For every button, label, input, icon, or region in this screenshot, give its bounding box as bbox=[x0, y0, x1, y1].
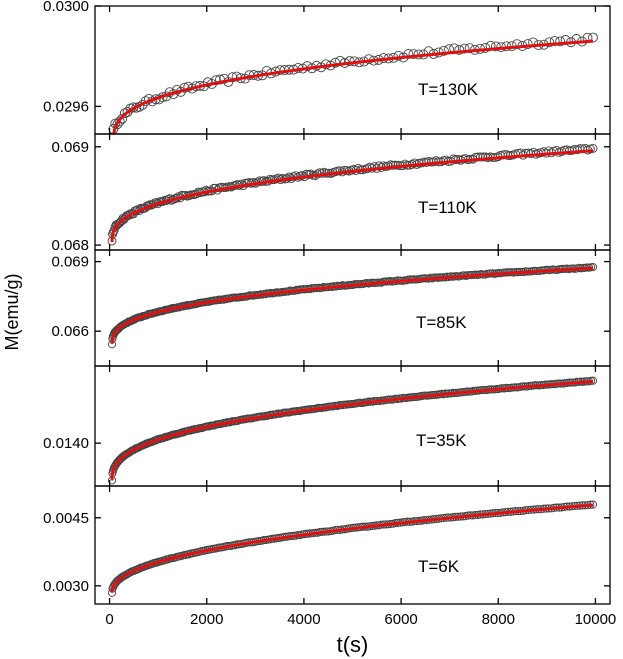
x-tick-label: 6000 bbox=[384, 611, 417, 628]
data-point bbox=[393, 50, 404, 61]
y-tick-label: 0.0030 bbox=[43, 578, 89, 595]
data-point bbox=[490, 41, 501, 52]
x-tick-label: 0 bbox=[105, 611, 113, 628]
y-tick-label: 0.0045 bbox=[43, 510, 89, 527]
fit-line bbox=[110, 266, 594, 345]
y-tick-label: 0.0300 bbox=[43, 0, 89, 15]
data-point bbox=[470, 152, 480, 162]
data-point bbox=[349, 164, 359, 174]
data-point bbox=[544, 37, 555, 48]
x-tick-label: 10000 bbox=[575, 611, 617, 628]
fit-line bbox=[110, 379, 594, 481]
data-point bbox=[330, 57, 341, 68]
y-axis-title: M(emu/g) bbox=[2, 273, 22, 350]
data-point bbox=[454, 44, 465, 55]
data-point bbox=[335, 166, 345, 176]
y-tick-label: 0.068 bbox=[51, 237, 89, 254]
data-markers bbox=[107, 376, 598, 485]
panel-t-130k: 0.0296 0.0300 T=130K bbox=[43, 0, 611, 150]
fit-line bbox=[110, 503, 594, 593]
data-point bbox=[108, 141, 117, 150]
panel-t-35k: 0.0140 T=35K bbox=[43, 365, 611, 487]
data-point bbox=[123, 569, 132, 578]
data-point bbox=[344, 56, 355, 67]
temperature-label: T=85K bbox=[416, 313, 467, 332]
data-point bbox=[588, 143, 598, 153]
data-point bbox=[210, 75, 221, 86]
data-point bbox=[400, 159, 410, 169]
data-markers bbox=[107, 500, 598, 597]
data-point bbox=[438, 45, 449, 56]
temperature-label: T=35K bbox=[416, 431, 467, 450]
y-tick-label: 0.0296 bbox=[43, 98, 89, 115]
data-point bbox=[134, 206, 144, 216]
x-tick-label: 2000 bbox=[190, 611, 223, 628]
data-point bbox=[403, 49, 414, 59]
data-point bbox=[464, 43, 475, 54]
y-tick-label: 0.0140 bbox=[43, 435, 89, 452]
temperature-label: T=130K bbox=[418, 80, 479, 99]
panel-frame bbox=[94, 485, 611, 605]
fit-line bbox=[110, 149, 594, 243]
data-point bbox=[369, 162, 379, 172]
temperature-label: T=6K bbox=[418, 557, 460, 576]
data-point bbox=[478, 152, 488, 162]
data-point bbox=[459, 43, 470, 54]
panel-t-6k: 0.0030 0.0045 T=6K bbox=[43, 485, 611, 605]
data-point bbox=[461, 154, 470, 164]
x-axis-title: t(s) bbox=[337, 632, 369, 657]
data-markers bbox=[107, 143, 598, 246]
data-point bbox=[410, 158, 419, 168]
data-point bbox=[291, 171, 301, 181]
data-point bbox=[512, 39, 522, 50]
data-point bbox=[274, 173, 283, 183]
panel-t-85k: 0.066 0.069 T=85K bbox=[51, 249, 611, 367]
data-point bbox=[319, 167, 329, 177]
data-point bbox=[117, 113, 128, 124]
data-point bbox=[475, 152, 485, 162]
x-tick-label: 4000 bbox=[287, 611, 320, 628]
data-point bbox=[112, 220, 122, 230]
y-tick-label: 0.069 bbox=[51, 254, 89, 271]
data-point bbox=[555, 36, 566, 47]
data-point bbox=[549, 36, 560, 46]
data-point bbox=[114, 116, 125, 127]
temperature-label: T=110K bbox=[418, 198, 477, 217]
data-point bbox=[522, 39, 533, 50]
panel-frame bbox=[94, 5, 611, 135]
y-tick-label: 0.066 bbox=[51, 323, 89, 340]
fit-line bbox=[112, 39, 594, 134]
y-tick-label: 0.069 bbox=[51, 139, 89, 156]
data-point bbox=[441, 155, 451, 165]
data-point bbox=[408, 49, 419, 60]
x-tick-label: 8000 bbox=[482, 611, 515, 628]
panel-t-110k: 0.068 0.069 T=110K bbox=[51, 133, 611, 254]
data-point bbox=[227, 72, 238, 83]
data-point bbox=[306, 169, 316, 179]
